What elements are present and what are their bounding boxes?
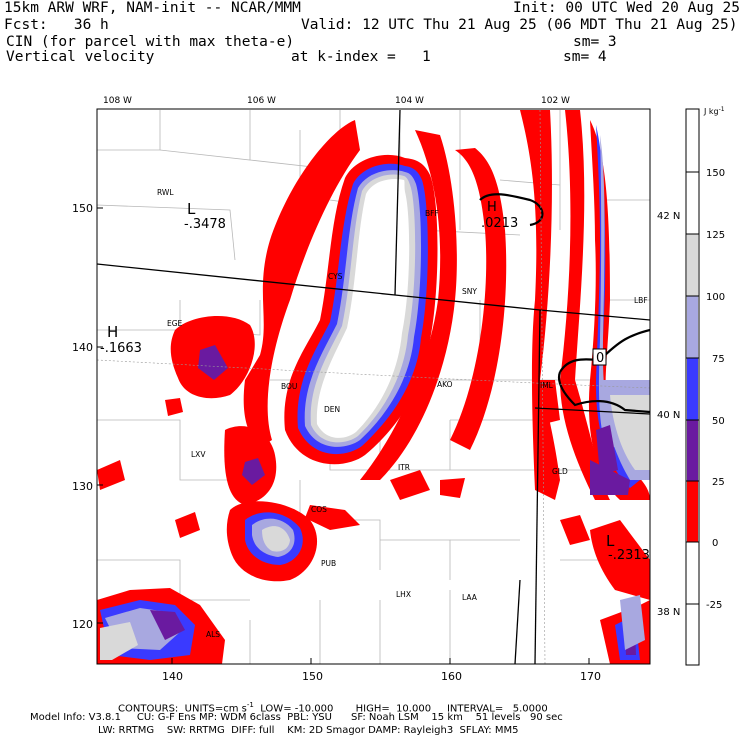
map-area xyxy=(97,109,650,664)
y-tick-labels: 150 140 130 120 xyxy=(72,202,93,631)
high-low-markers: L -.3478 H -.1663 H .0213 L -.2313 xyxy=(100,200,650,563)
valid-time: Valid: 12 UTC Thu 21 Aug 25 (06 MDT Thu … xyxy=(301,17,738,33)
y-tick-120: 120 xyxy=(72,618,93,631)
station-cos: COS xyxy=(311,505,327,514)
low-marker-2: L xyxy=(606,532,615,550)
colorbar-tick-75: 75 xyxy=(712,354,725,365)
station-lhx: LHX xyxy=(396,590,411,599)
y-tick-130: 130 xyxy=(72,480,93,493)
map-frame xyxy=(96,108,651,665)
low-value-2: -.2313 xyxy=(608,548,650,563)
contour-label-zero: 0 xyxy=(596,351,604,366)
x-tick-140: 140 xyxy=(162,670,183,683)
station-ako: AKO xyxy=(437,380,453,389)
colorbar-unit: J kg-1 xyxy=(703,106,725,116)
station-ege: EGE xyxy=(167,319,183,328)
low-marker-1: L xyxy=(187,200,196,218)
x-tick-170: 170 xyxy=(580,670,601,683)
colorbar-tick-100: 100 xyxy=(706,292,725,303)
low-value-1: -.3478 xyxy=(184,217,226,232)
colorbar-bin-50-75 xyxy=(687,358,698,420)
high-value-1: -.1663 xyxy=(100,341,142,356)
colorbar-bin-below-neg25 xyxy=(687,604,698,664)
lat-label-38: 38 N xyxy=(657,607,680,618)
station-cys: CYS xyxy=(328,272,343,281)
colorbar-tick-125: 125 xyxy=(706,230,725,241)
lat-lon-gridlines xyxy=(97,109,650,664)
station-lxv: LXV xyxy=(191,450,206,459)
colorbar-tick-50: 50 xyxy=(712,416,725,427)
contour-info: CONTOURS: UNITS=cm s-1 LOW= -10.000 HIGH… xyxy=(118,701,548,715)
high-marker-1: H xyxy=(107,323,118,341)
station-den: DEN xyxy=(324,405,340,414)
colorbar-bin-0-25 xyxy=(687,481,698,542)
station-bou: BOU xyxy=(281,382,297,391)
station-itr: ITR xyxy=(398,463,410,472)
lon-label-102: 102 W xyxy=(541,96,570,106)
station-rwl: RWL xyxy=(157,188,174,197)
station-pub: PUB xyxy=(321,559,336,568)
station-sny: SNY xyxy=(462,287,477,296)
colorbar-bin-neg25-0 xyxy=(687,542,698,604)
x-tick-labels: 140 150 160 170 xyxy=(162,670,601,683)
y-tick-150: 150 xyxy=(72,202,93,215)
colorbar-ticks: 150 125 100 75 50 25 0 -25 xyxy=(706,168,725,611)
smoothing-vv: sm= 4 xyxy=(563,49,607,65)
colorbar: 150 125 100 75 50 25 0 -25 J kg-1 xyxy=(685,106,725,666)
colorbar-bin-25-50 xyxy=(687,420,698,481)
lat-label-42: 42 N xyxy=(657,211,680,222)
x-tick-160: 160 xyxy=(441,670,462,683)
high-marker-2: H xyxy=(487,200,497,215)
colorbar-bin-100-125 xyxy=(687,234,698,296)
lat-label-40: 40 N xyxy=(657,410,680,421)
station-gld: GLD xyxy=(552,467,568,476)
model-info-2: LW: RRTMG SW: RRTMG DIFF: full KM: 2D Sm… xyxy=(98,725,519,736)
station-lbf: LBF xyxy=(634,296,648,305)
tick-marks xyxy=(97,207,590,664)
vertical-velocity-fill xyxy=(97,110,650,650)
model-info: Model Info: V3.8.1 CU: G-F Ens MP: WDM 6… xyxy=(30,712,563,723)
field-name-cin: CIN (for parcel with max theta-e) xyxy=(6,34,295,50)
station-als: ALS xyxy=(206,630,220,639)
high-value-2: .0213 xyxy=(481,216,518,231)
station-laa: LAA xyxy=(462,593,478,602)
y-tick-140: 140 xyxy=(72,341,93,354)
state-borders xyxy=(97,109,650,664)
init-time: Init: 00 UTC Wed 20 Aug 25 xyxy=(513,0,740,16)
k-index: at k-index = 1 xyxy=(291,49,431,65)
colorbar-tick-150: 150 xyxy=(706,168,725,179)
station-iml: IML xyxy=(540,381,554,390)
colorbar-tick-0: 0 xyxy=(712,538,718,549)
station-labels: RWL CYS BFF SNY DEN BOU AKO LXV COS PUB … xyxy=(157,188,648,639)
lon-label-106: 106 W xyxy=(247,96,276,106)
colorbar-tick-25: 25 xyxy=(712,477,725,488)
x-tick-150: 150 xyxy=(302,670,323,683)
lat-labels: 42 N 40 N 38 N xyxy=(657,211,680,618)
station-bff: BFF xyxy=(425,209,439,218)
lon-label-104: 104 W xyxy=(395,96,424,106)
colorbar-tick-neg25: -25 xyxy=(706,600,722,611)
colorbar-bin-75-100 xyxy=(687,296,698,358)
field-name-vv: Vertical velocity xyxy=(6,49,155,65)
forecast-hour: Fcst: 36 h xyxy=(4,17,109,33)
lon-label-108: 108 W xyxy=(103,96,132,106)
contour-label-box: 0 xyxy=(592,348,607,366)
title-line-1: 15km ARW WRF, NAM-init -- NCAR/MMM xyxy=(4,0,301,16)
lon-labels: 108 W 106 W 104 W 102 W xyxy=(103,96,570,106)
smoothing-cin: sm= 3 xyxy=(573,34,617,50)
